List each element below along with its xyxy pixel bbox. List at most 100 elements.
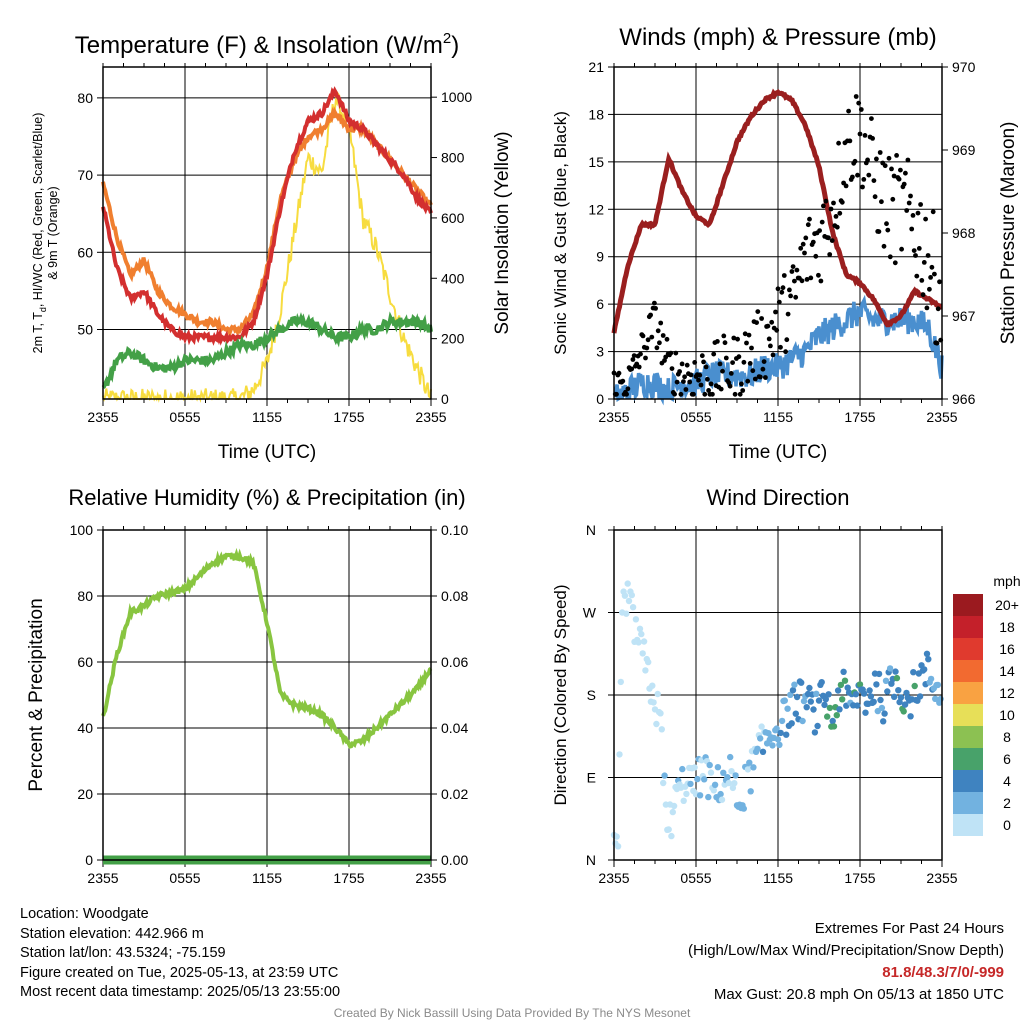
- gust-point: [896, 176, 902, 182]
- direction-point: [866, 687, 873, 694]
- created-text: Figure created on Tue, 2025-05-13, at 23…: [20, 964, 339, 981]
- direction-point: [665, 826, 672, 833]
- gust-point: [649, 334, 655, 340]
- y-axis-label-left: Sonic Wind & Gust (Blue, Black): [551, 111, 570, 355]
- gust-point: [790, 264, 796, 269]
- extremes-title: Extremes For Past 24 Hours: [814, 920, 1004, 937]
- gust-point: [655, 328, 661, 334]
- direction-point: [711, 781, 719, 788]
- gust-point: [688, 372, 694, 378]
- direction-point: [757, 735, 764, 742]
- y-axis-label-left: 2m T, Td, HI/WC (Red, Green, Scarlet/Blu…: [31, 113, 48, 354]
- y-tick-label: W: [583, 605, 597, 621]
- gust-point: [833, 214, 839, 219]
- direction-point: [727, 753, 734, 761]
- temperature-panel: 2355 0555 1155 1755 235550607080020040060080…: [31, 30, 513, 463]
- gust-point: [784, 337, 790, 343]
- gust-point: [846, 108, 851, 114]
- y-axis-label-right: Station Pressure (Maroon): [998, 122, 1019, 345]
- gust-point: [837, 210, 843, 216]
- legend-title: mph: [993, 573, 1020, 589]
- gust-point: [763, 375, 768, 380]
- y-tick-label-right: 0.06: [441, 654, 468, 670]
- rh-line: [101, 547, 433, 749]
- direction-point: [784, 705, 791, 712]
- gust-point: [894, 153, 899, 158]
- direction-point: [907, 713, 914, 720]
- gust-point: [710, 391, 715, 397]
- y-tick-label-right: 966: [952, 391, 976, 407]
- direction-point: [844, 684, 851, 691]
- gust-point: [901, 181, 907, 187]
- gust-point: [735, 336, 740, 342]
- gust-point: [847, 138, 853, 144]
- gust-point: [728, 371, 734, 376]
- gust-point: [691, 391, 696, 397]
- direction-point: [624, 580, 631, 587]
- x-tick-label: 0555: [680, 409, 711, 425]
- legend-label: 10: [999, 707, 1015, 723]
- dewpoint-line: [101, 311, 433, 390]
- gust-point: [877, 150, 883, 155]
- y-tick-label: 21: [588, 59, 604, 75]
- gust-point: [785, 311, 791, 317]
- gust-point: [715, 339, 720, 344]
- x-tick-label: 2355: [926, 870, 957, 886]
- direction-point: [614, 843, 622, 850]
- legend-label: 18: [999, 619, 1015, 635]
- direction-point: [661, 772, 668, 779]
- extremes-values: 81.8/48.3/7/0/-999: [882, 964, 1004, 981]
- direction-point: [660, 779, 667, 787]
- direction-point: [740, 805, 747, 812]
- legend-label: 4: [1003, 773, 1011, 789]
- gust-point: [831, 200, 836, 206]
- legend-label: 16: [999, 641, 1015, 657]
- direction-point: [856, 681, 864, 688]
- y-axis-label-left: Direction (Colored By Speed): [551, 584, 570, 805]
- direction-point: [923, 650, 931, 657]
- gust-point: [827, 252, 833, 257]
- gust-point: [898, 167, 903, 173]
- direction-point: [724, 774, 731, 781]
- gust-point: [779, 289, 785, 295]
- direction-point: [897, 694, 905, 701]
- x-axis-label: Time (UTC): [218, 442, 317, 463]
- gust-point: [664, 336, 670, 342]
- plot-border: [613, 66, 943, 400]
- direction-point: [806, 684, 813, 692]
- panel-title: Temperature (F) & Insolation (W/m2): [75, 30, 459, 59]
- gust-point: [684, 362, 690, 368]
- gust-point: [788, 293, 793, 299]
- gust-point: [706, 388, 711, 393]
- direction-point: [891, 693, 898, 700]
- gust-point: [862, 133, 868, 138]
- gust-point: [800, 241, 806, 247]
- y-tick-label-right: 400: [441, 270, 465, 286]
- direction-point: [750, 764, 757, 771]
- direction-point: [811, 729, 819, 736]
- gust-point: [787, 287, 792, 293]
- direction-point: [632, 616, 640, 623]
- gust-point: [769, 319, 775, 325]
- gust-point: [625, 386, 631, 392]
- gust-point: [932, 271, 937, 277]
- direction-point: [824, 713, 831, 720]
- gust-point: [858, 107, 864, 112]
- gust-point: [616, 370, 622, 376]
- direction-point: [884, 688, 891, 695]
- x-tick-label: 2355: [926, 409, 957, 425]
- gust-point: [708, 381, 714, 387]
- direction-point: [720, 769, 727, 776]
- direction-point: [854, 702, 861, 709]
- direction-point: [691, 764, 698, 771]
- gust-point: [906, 200, 912, 206]
- gust-point: [924, 305, 930, 311]
- gust-point: [682, 374, 687, 380]
- y-axis-label-right: Solar Insolation (Yellow): [492, 131, 513, 334]
- direction-point: [747, 788, 754, 795]
- x-tick-label: 0555: [169, 409, 200, 425]
- x-tick-label: 1755: [333, 870, 364, 886]
- y-tick-label-right: 0.10: [441, 522, 468, 538]
- direction-point: [900, 708, 907, 715]
